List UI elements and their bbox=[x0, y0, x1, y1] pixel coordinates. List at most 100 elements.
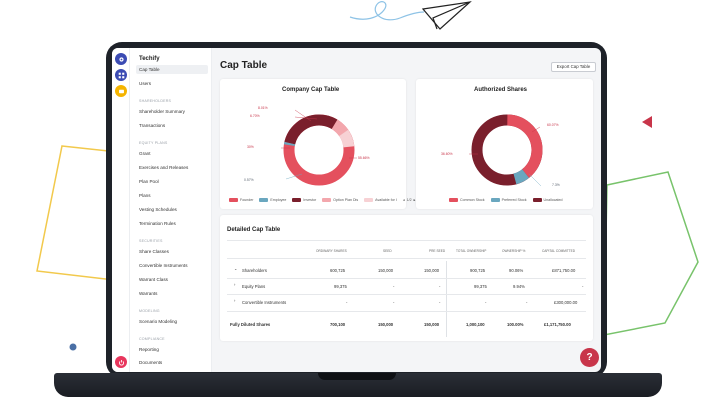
table-divider bbox=[227, 311, 586, 312]
company-legend: Founder Employee Investor Option Plan Di… bbox=[229, 198, 421, 202]
sidebar-item-cap-table[interactable]: Cap Table bbox=[136, 65, 208, 74]
laptop-notch bbox=[318, 373, 396, 380]
legend-item-option-plan[interactable]: Option Plan Dis bbox=[322, 198, 358, 202]
sidebar-section-equity-plans: EQUITY PLANS bbox=[139, 141, 168, 145]
legend-page-indicator: 1/2 bbox=[406, 198, 412, 202]
sidebar-item-scenario-modeling[interactable]: Scenario Modeling bbox=[139, 319, 178, 324]
sidebar-section-modeling: MODELING bbox=[139, 309, 160, 313]
table-divider bbox=[227, 294, 586, 295]
column-header: TOTAL OWNERSHIP bbox=[456, 249, 487, 253]
column-divider bbox=[446, 261, 447, 337]
company-cap-table-card: Company Cap Table bbox=[220, 79, 415, 209]
legend-item-employee[interactable]: Employee bbox=[259, 198, 286, 202]
table-cell: 150,000 bbox=[424, 322, 440, 327]
row-name-equity-plans[interactable]: Equity Plans bbox=[242, 284, 266, 289]
row-name-convertible-instruments[interactable]: Convertible Instruments bbox=[242, 300, 287, 305]
card-title: Authorized Shares bbox=[474, 87, 528, 93]
card-title: Company Cap Table bbox=[282, 87, 340, 93]
authorized-donut-chart bbox=[469, 114, 543, 187]
column-header: PRE SEED bbox=[429, 249, 446, 253]
expand-chevron-icon[interactable]: › bbox=[234, 298, 236, 303]
sidebar-item-vesting-schedules[interactable]: Vesting Schedules bbox=[139, 207, 177, 212]
column-header: CAPITAL COMMITTED bbox=[542, 249, 576, 253]
icon-rail bbox=[112, 48, 130, 372]
chart-label-common: 60.07% bbox=[547, 123, 559, 127]
detailed-cap-table-card: Detailed Cap Table ORDINARY SHARES SEED … bbox=[220, 215, 593, 341]
legend-item-common-stock[interactable]: Common Stock bbox=[449, 198, 485, 202]
chart-label-available: 6.70% bbox=[250, 114, 260, 118]
logo-icon[interactable] bbox=[115, 53, 127, 65]
sidebar-nav: Techify Cap Table Users SHAREHOLDERS Sha… bbox=[130, 48, 212, 372]
row-name-fully-diluted: Fully Diluted Shares bbox=[230, 322, 271, 327]
chart-label-option-plan: 8.01% bbox=[258, 106, 268, 110]
sidebar-item-plan-pool[interactable]: Plan Pool bbox=[139, 179, 159, 184]
table-cell: - bbox=[526, 300, 528, 305]
wallet-icon[interactable] bbox=[115, 85, 127, 97]
table-cell: 99,375 bbox=[334, 284, 347, 289]
column-header: OWNERSHIP % bbox=[502, 249, 526, 253]
expand-chevron-icon[interactable]: ⌄ bbox=[234, 266, 238, 271]
paper-plane-icon bbox=[421, 1, 472, 30]
sidebar-item-share-classes[interactable]: Share Classes bbox=[139, 249, 169, 254]
app-screen: Techify Cap Table Users SHAREHOLDERS Sha… bbox=[112, 48, 601, 372]
table-divider bbox=[227, 240, 586, 241]
org-name: Techify bbox=[139, 56, 160, 62]
legend-item-investor[interactable]: Investor bbox=[292, 198, 316, 202]
table-cell: £871,750.00 bbox=[552, 268, 576, 273]
sidebar-item-users[interactable]: Users bbox=[139, 81, 151, 86]
table-cell: 99,375 bbox=[474, 284, 487, 289]
scribble-decoration bbox=[349, 1, 425, 21]
legend-prev-icon[interactable]: ◂ bbox=[402, 198, 405, 202]
table-cell: 700,100 bbox=[330, 322, 346, 327]
legend-item-founder[interactable]: Founder bbox=[229, 198, 253, 202]
table-cell: 150,000 bbox=[424, 268, 440, 273]
page-title: Cap Table bbox=[220, 60, 268, 71]
sidebar-section-compliance: COMPLIANCE bbox=[139, 337, 165, 341]
legend-next-icon[interactable]: ▸ bbox=[413, 198, 416, 202]
table-divider bbox=[227, 278, 586, 279]
table-cell: - bbox=[439, 300, 441, 305]
table-cell: - bbox=[582, 284, 584, 289]
donut-segment-unallocated bbox=[471, 114, 543, 186]
blue-dot-decoration bbox=[69, 343, 77, 351]
sidebar-item-transactions[interactable]: Transactions bbox=[139, 123, 166, 128]
chart-label-founder: 55.66% bbox=[358, 156, 370, 160]
legend-item-preferred-stock[interactable]: Preferred Stock bbox=[490, 198, 527, 202]
sidebar-item-termination-rules[interactable]: Termination Rules bbox=[139, 221, 176, 226]
sidebar-item-warrants[interactable]: Warrants bbox=[139, 291, 158, 296]
chart-label-investor: 30% bbox=[247, 145, 254, 149]
sidebar-item-plans[interactable]: Plans bbox=[139, 193, 151, 198]
company-donut-chart bbox=[281, 109, 357, 186]
table-cell: 600,725 bbox=[330, 268, 346, 273]
sidebar-item-warrant-class[interactable]: Warrant Class bbox=[139, 277, 168, 282]
card-title: Detailed Cap Table bbox=[227, 227, 281, 233]
legend-item-unallocated[interactable]: Unallocated bbox=[532, 198, 563, 202]
chart-label-employee: 0.57% bbox=[244, 178, 254, 182]
main-content: Cap Table Export Cap Table Company Cap T… bbox=[212, 48, 601, 372]
expand-chevron-icon[interactable]: › bbox=[234, 282, 236, 287]
chart-label-unallocated: 36.60% bbox=[441, 152, 453, 156]
legend-item-available[interactable]: Available for I bbox=[364, 198, 397, 202]
sidebar-item-grant[interactable]: Grant bbox=[139, 151, 151, 156]
sidebar-item-exercises-and-releases[interactable]: Exercises and Releases bbox=[139, 165, 189, 170]
help-button[interactable]: ? bbox=[580, 348, 599, 367]
authorized-legend: Common Stock Preferred Stock Unallocated bbox=[449, 198, 569, 202]
grid-icon[interactable] bbox=[115, 69, 127, 81]
donut-segment-investor bbox=[283, 114, 355, 186]
power-icon[interactable] bbox=[115, 356, 127, 368]
sidebar-item-documents[interactable]: Documents bbox=[139, 360, 163, 365]
column-header: ORDINARY SHARES bbox=[316, 249, 347, 253]
table-cell: - bbox=[393, 284, 395, 289]
row-name-shareholders[interactable]: Shareholders bbox=[242, 268, 267, 273]
chart-label-preferred: 7.3% bbox=[552, 183, 560, 187]
sidebar-item-reporting[interactable]: Reporting bbox=[139, 347, 159, 352]
sidebar-item-convertible-instruments[interactable]: Convertible Instruments bbox=[139, 263, 188, 268]
export-cap-table-button[interactable]: Export Cap Table bbox=[551, 62, 596, 72]
table-cell: £1,171,750.00 bbox=[544, 322, 571, 327]
sidebar-section-shareholders: SHAREHOLDERS bbox=[139, 99, 172, 103]
table-cell: 150,000 bbox=[378, 268, 394, 273]
table-cell: - bbox=[439, 284, 441, 289]
sidebar-item-shareholder-summary[interactable]: Shareholder Summary bbox=[139, 109, 185, 114]
table-divider bbox=[227, 258, 586, 259]
table-cell: 150,000 bbox=[378, 322, 394, 327]
